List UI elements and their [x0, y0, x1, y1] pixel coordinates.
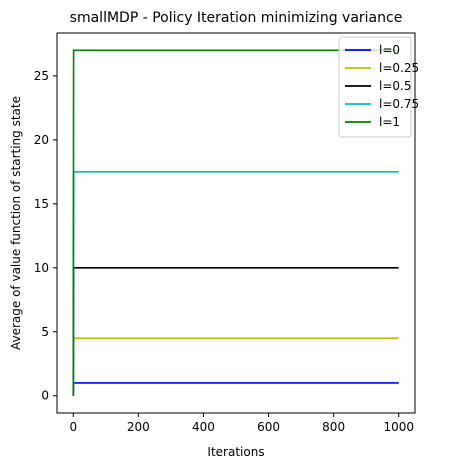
y-tick-label: 20 [34, 133, 49, 147]
x-tick-label: 400 [192, 420, 215, 434]
legend-entry: l=0 [379, 43, 400, 57]
x-tick-label: 1000 [383, 420, 414, 434]
x-tick-label: 800 [322, 420, 345, 434]
plot-frame [56, 32, 416, 414]
series-line-2 [72, 266, 399, 396]
legend-box [338, 36, 412, 138]
y-axis: 0 5 10 15 20 25 [34, 69, 57, 403]
y-tick-label: 0 [41, 389, 49, 403]
legend-entry: l=1 [379, 115, 400, 129]
x-tick-label: 200 [127, 420, 150, 434]
x-axis-label: Iterations [207, 445, 264, 459]
series-line-3 [72, 171, 399, 396]
x-axis: 0 200 400 600 800 1000 [69, 413, 414, 434]
legend: l=0 l=0.25 l=0.5 l=0.75 l=1 [338, 36, 419, 138]
y-axis-label: Average of value function of starting st… [9, 96, 23, 350]
x-tick-label: 0 [69, 420, 77, 434]
plot-area [72, 49, 399, 396]
legend-entry: l=0.5 [379, 79, 411, 93]
chart-title: smallMDP - Policy Iteration minimizing v… [70, 10, 403, 26]
legend-entry: l=0.25 [379, 61, 419, 75]
series-line-0 [72, 382, 399, 396]
y-tick-label: 15 [34, 197, 49, 211]
y-tick-label: 10 [34, 261, 49, 275]
y-tick-label: 5 [41, 325, 49, 339]
series-line-4 [72, 49, 399, 396]
x-tick-label: 600 [257, 420, 280, 434]
legend-entry: l=0.75 [379, 97, 419, 111]
series-line-1 [72, 337, 399, 396]
y-tick-label: 25 [34, 69, 49, 83]
